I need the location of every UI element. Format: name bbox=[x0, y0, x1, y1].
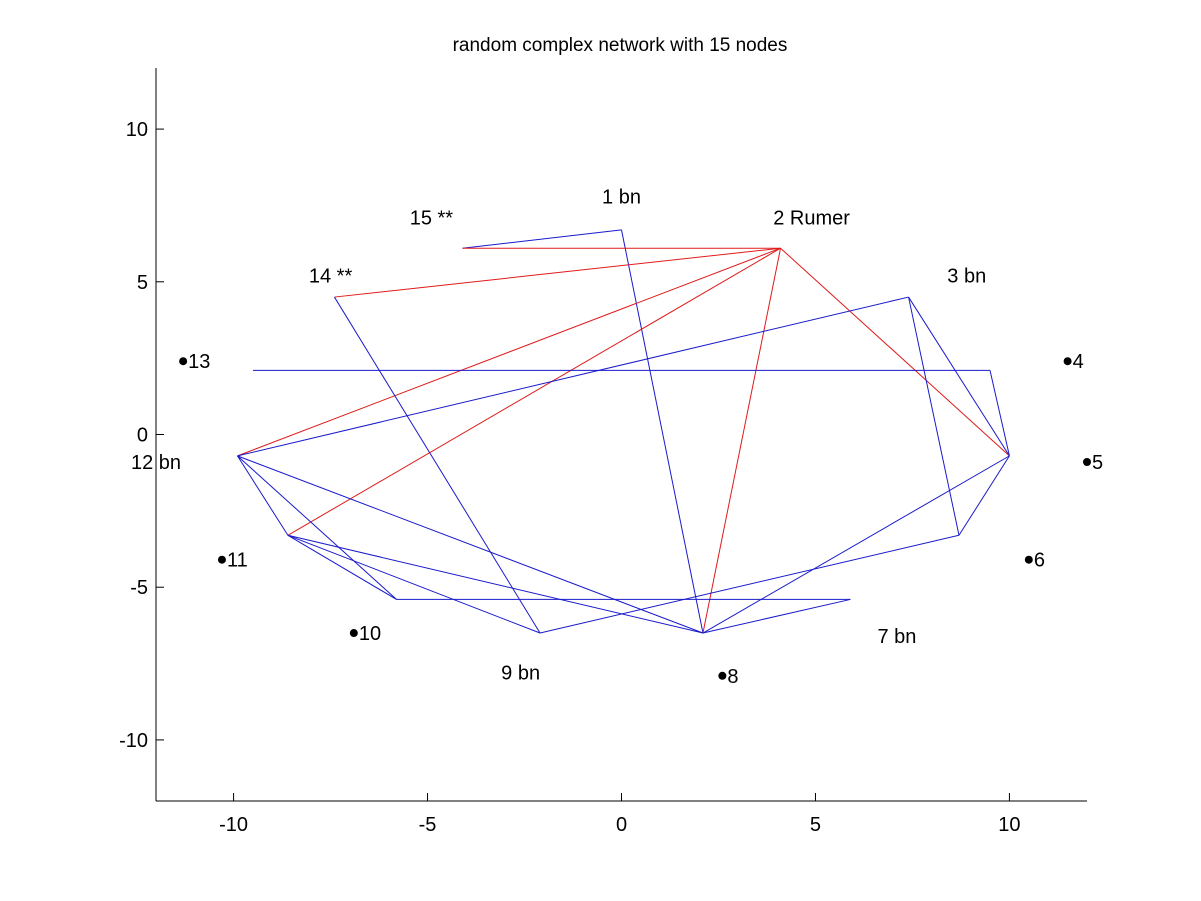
node-marker-11 bbox=[217, 555, 226, 564]
x-ticks: -10 -5 0 5 10 bbox=[219, 793, 1021, 836]
node-labels: 1 bn 2 Rumer 3 bn 4 5 6 7 bn 8 9 bn 10 11 12 bn 13 14… bbox=[131, 186, 1103, 688]
network-edges bbox=[237, 229, 1010, 634]
node-label-7: 7 bn bbox=[877, 626, 916, 648]
edge-3-6 bbox=[908, 296, 960, 536]
node-label-4: 4 bbox=[1073, 351, 1084, 373]
node-marker-4 bbox=[1063, 357, 1072, 366]
node-label-6: 6 bbox=[1034, 550, 1045, 572]
node-label-11: 11 bbox=[227, 550, 248, 572]
node-label-1: 1 bn bbox=[602, 186, 641, 208]
edge-7-8 bbox=[702, 598, 851, 634]
node-marker-13 bbox=[179, 357, 188, 366]
edge-4-5 bbox=[989, 370, 1010, 456]
y-tick-label: 0 bbox=[137, 425, 148, 447]
edge-14-2 bbox=[334, 247, 781, 298]
node-marker-5 bbox=[1083, 457, 1091, 466]
edge-2-5 bbox=[780, 247, 1010, 457]
y-tick-label: -5 bbox=[130, 577, 148, 599]
y-tick-label: -10 bbox=[119, 730, 148, 752]
node-marker-6 bbox=[1024, 555, 1033, 564]
y-tick-label: 10 bbox=[126, 119, 148, 141]
edge-5-8 bbox=[702, 455, 1010, 634]
node-label-9: 9 bn bbox=[501, 663, 540, 685]
x-tick-label: -10 bbox=[219, 814, 248, 836]
node-label-12: 12 bn bbox=[131, 452, 181, 474]
chart-title: random complex network with 15 nodes bbox=[453, 35, 788, 56]
edge-6-9 bbox=[539, 534, 960, 634]
node-label-5: 5 bbox=[1092, 452, 1103, 474]
edge-11-9 bbox=[287, 534, 541, 634]
node-label-8: 8 bbox=[727, 666, 738, 688]
node-label-2: 2 Rumer bbox=[773, 208, 850, 230]
y-ticks: -10 -5 0 5 10 bbox=[119, 119, 164, 752]
node-marker-8 bbox=[718, 671, 727, 680]
node-label-3: 3 bn bbox=[947, 266, 986, 288]
x-tick-label: 10 bbox=[998, 814, 1020, 836]
node-label-14: 14 ** bbox=[309, 266, 353, 288]
edge-12-3 bbox=[237, 296, 909, 457]
edge-12-2 bbox=[237, 247, 781, 457]
edge-12-11 bbox=[237, 455, 289, 536]
node-marker-10 bbox=[349, 629, 358, 638]
edge-15-1 bbox=[462, 229, 622, 249]
edge-12-8 bbox=[237, 455, 704, 634]
edge-11-2 bbox=[287, 247, 781, 536]
edge-14-9 bbox=[334, 296, 541, 634]
x-tick-label: 5 bbox=[810, 814, 821, 836]
node-label-13: 13 bbox=[188, 351, 210, 373]
edge-3-5 bbox=[908, 296, 1010, 457]
edge-8-2 bbox=[702, 248, 782, 634]
node-label-15: 15 ** bbox=[410, 208, 454, 230]
edge-11-10 bbox=[287, 534, 397, 600]
x-tick-label: -5 bbox=[419, 814, 437, 836]
edge-1-8 bbox=[621, 229, 704, 634]
x-tick-label: 0 bbox=[616, 814, 627, 836]
node-markers bbox=[179, 357, 1091, 680]
edge-12-10 bbox=[237, 455, 397, 600]
y-tick-label: 5 bbox=[137, 272, 148, 294]
edge-11-8 bbox=[287, 534, 704, 634]
node-label-10: 10 bbox=[359, 623, 381, 645]
edge-5-6 bbox=[958, 455, 1010, 536]
